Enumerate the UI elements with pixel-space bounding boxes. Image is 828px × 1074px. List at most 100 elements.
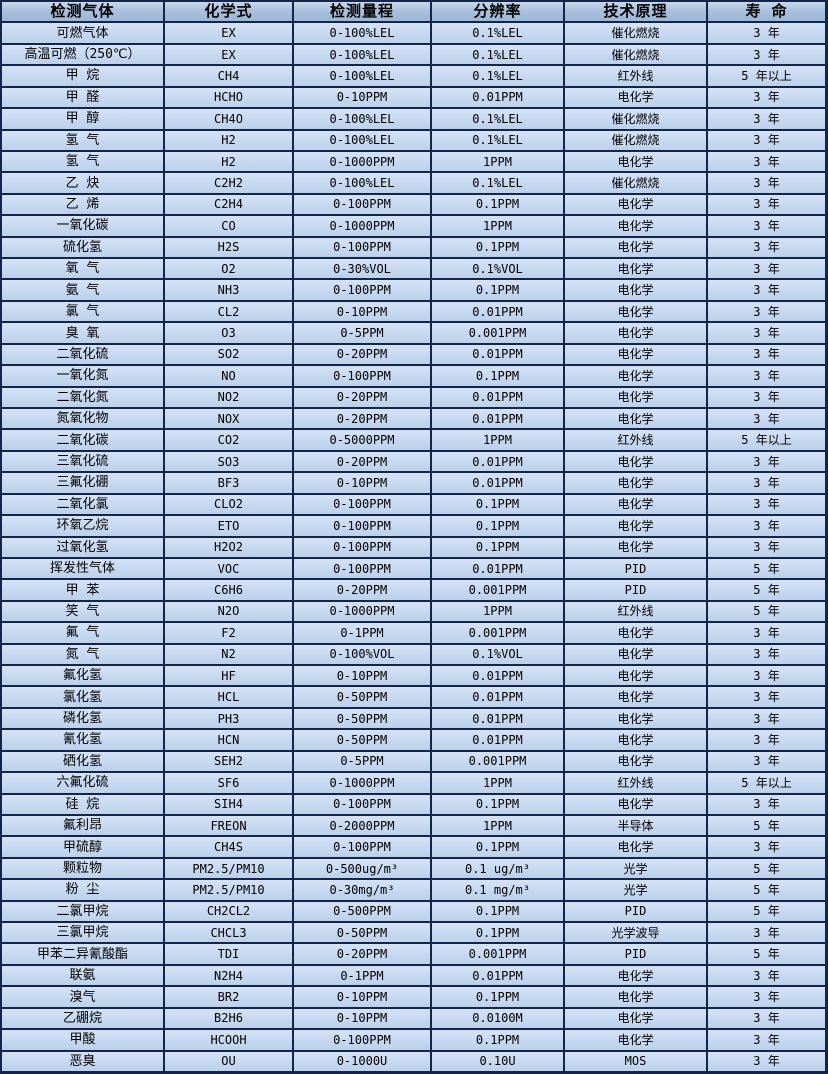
cell-principle: 电化学 — [565, 151, 706, 172]
cell-gas: 氮氧化物 — [2, 408, 163, 429]
cell-principle: 电化学 — [565, 473, 706, 493]
cell-gas: 甲 醛 — [2, 87, 163, 108]
cell-gas: 甲 苯 — [2, 580, 163, 600]
cell-formula: CL2 — [165, 301, 292, 322]
cell-formula: C6H6 — [165, 580, 292, 600]
cell-principle: 电化学 — [565, 387, 706, 407]
cell-lifespan: 3 年 — [708, 794, 825, 814]
cell-lifespan: 3 年 — [708, 237, 825, 258]
cell-gas: 氟化氢 — [2, 666, 163, 686]
cell-resolution: 0.1PPM — [432, 237, 563, 258]
cell-lifespan: 5 年 — [708, 944, 825, 964]
cell-range: 0-500PPM — [294, 901, 430, 922]
cell-range: 0-10PPM — [294, 666, 430, 686]
cell-lifespan: 3 年 — [708, 451, 825, 472]
cell-resolution: 0.01PPM — [432, 408, 563, 429]
cell-gas: 氮 气 — [2, 644, 163, 665]
cell-lifespan: 5 年 — [708, 815, 825, 836]
cell-range: 0-1000U — [294, 1051, 430, 1071]
cell-principle: 电化学 — [565, 301, 706, 322]
cell-formula: NOX — [165, 408, 292, 429]
cell-gas: 氢 气 — [2, 151, 163, 172]
cell-gas: 二氯甲烷 — [2, 901, 163, 922]
cell-principle: 电化学 — [565, 494, 706, 515]
cell-range: 0-10PPM — [294, 1008, 430, 1029]
cell-formula: HF — [165, 666, 292, 686]
cell-lifespan: 3 年 — [708, 987, 825, 1007]
cell-formula: TDI — [165, 944, 292, 964]
cell-gas: 氰化氢 — [2, 730, 163, 750]
column-header-principle: 技术原理 — [565, 2, 706, 22]
cell-resolution: 0.1PPM — [432, 366, 563, 386]
cell-gas: 乙 烯 — [2, 194, 163, 215]
cell-resolution: 0.1 ug/m³ — [432, 858, 563, 879]
cell-lifespan: 3 年 — [708, 923, 825, 943]
cell-gas: 一氧化碳 — [2, 216, 163, 236]
cell-resolution: 0.1%LEL — [432, 130, 563, 150]
cell-resolution: 0.01PPM — [432, 301, 563, 322]
cell-gas: 三氯甲烷 — [2, 923, 163, 943]
cell-resolution: 0.1PPM — [432, 494, 563, 515]
cell-resolution: 0.01PPM — [432, 730, 563, 750]
cell-principle: 电化学 — [565, 87, 706, 108]
cell-formula: C2H2 — [165, 173, 292, 193]
cell-lifespan: 3 年 — [708, 1008, 825, 1029]
cell-principle: 电化学 — [565, 623, 706, 643]
cell-lifespan: 3 年 — [708, 494, 825, 515]
cell-gas: 恶臭 — [2, 1051, 163, 1071]
cell-resolution: 0.10U — [432, 1051, 563, 1071]
cell-lifespan: 3 年 — [708, 473, 825, 493]
cell-lifespan: 3 年 — [708, 965, 825, 986]
cell-resolution: 0.1%VOL — [432, 259, 563, 279]
cell-gas: 硅 烷 — [2, 794, 163, 814]
cell-gas: 甲 烷 — [2, 66, 163, 86]
cell-range: 0-30%VOL — [294, 259, 430, 279]
cell-resolution: 0.001PPM — [432, 580, 563, 600]
cell-resolution: 0.1PPM — [432, 923, 563, 943]
cell-lifespan: 5 年以上 — [708, 773, 825, 793]
cell-range: 0-100PPM — [294, 558, 430, 579]
cell-gas: 氟利昂 — [2, 815, 163, 836]
cell-lifespan: 3 年 — [708, 109, 825, 129]
cell-gas: 甲 醇 — [2, 109, 163, 129]
cell-gas: 臭 氧 — [2, 323, 163, 343]
cell-lifespan: 3 年 — [708, 1030, 825, 1050]
cell-formula: H2 — [165, 151, 292, 172]
column-header-formula: 化学式 — [165, 2, 292, 22]
cell-range: 0-5PPM — [294, 323, 430, 343]
cell-lifespan: 3 年 — [708, 408, 825, 429]
cell-range: 0-100%LEL — [294, 66, 430, 86]
cell-principle: 电化学 — [565, 730, 706, 750]
cell-formula: H2S — [165, 237, 292, 258]
cell-principle: 电化学 — [565, 794, 706, 814]
cell-principle: 光学 — [565, 880, 706, 900]
cell-formula: BR2 — [165, 987, 292, 1007]
cell-resolution: 0.1PPM — [432, 537, 563, 557]
cell-principle: 电化学 — [565, 259, 706, 279]
cell-formula: CO2 — [165, 430, 292, 450]
cell-lifespan: 3 年 — [708, 687, 825, 707]
cell-resolution: 0.1%LEL — [432, 66, 563, 86]
cell-gas: 溴气 — [2, 987, 163, 1007]
cell-resolution: 1PPM — [432, 216, 563, 236]
cell-lifespan: 5 年 — [708, 858, 825, 879]
cell-gas: 二氧化硫 — [2, 344, 163, 365]
cell-lifespan: 3 年 — [708, 366, 825, 386]
cell-range: 0-20PPM — [294, 451, 430, 472]
cell-range: 0-100%LEL — [294, 173, 430, 193]
cell-principle: 电化学 — [565, 237, 706, 258]
cell-range: 0-5000PPM — [294, 430, 430, 450]
cell-resolution: 0.1PPM — [432, 1030, 563, 1050]
cell-lifespan: 3 年 — [708, 87, 825, 108]
cell-resolution: 1PPM — [432, 601, 563, 622]
cell-gas: 硒化氢 — [2, 751, 163, 772]
cell-formula: NO2 — [165, 387, 292, 407]
cell-formula: NO — [165, 366, 292, 386]
cell-formula: NH3 — [165, 280, 292, 300]
cell-range: 0-1000PPM — [294, 773, 430, 793]
cell-formula: VOC — [165, 558, 292, 579]
cell-resolution: 0.01PPM — [432, 451, 563, 472]
cell-resolution: 0.1PPM — [432, 901, 563, 922]
cell-formula: CH4S — [165, 837, 292, 857]
cell-range: 0-20PPM — [294, 944, 430, 964]
